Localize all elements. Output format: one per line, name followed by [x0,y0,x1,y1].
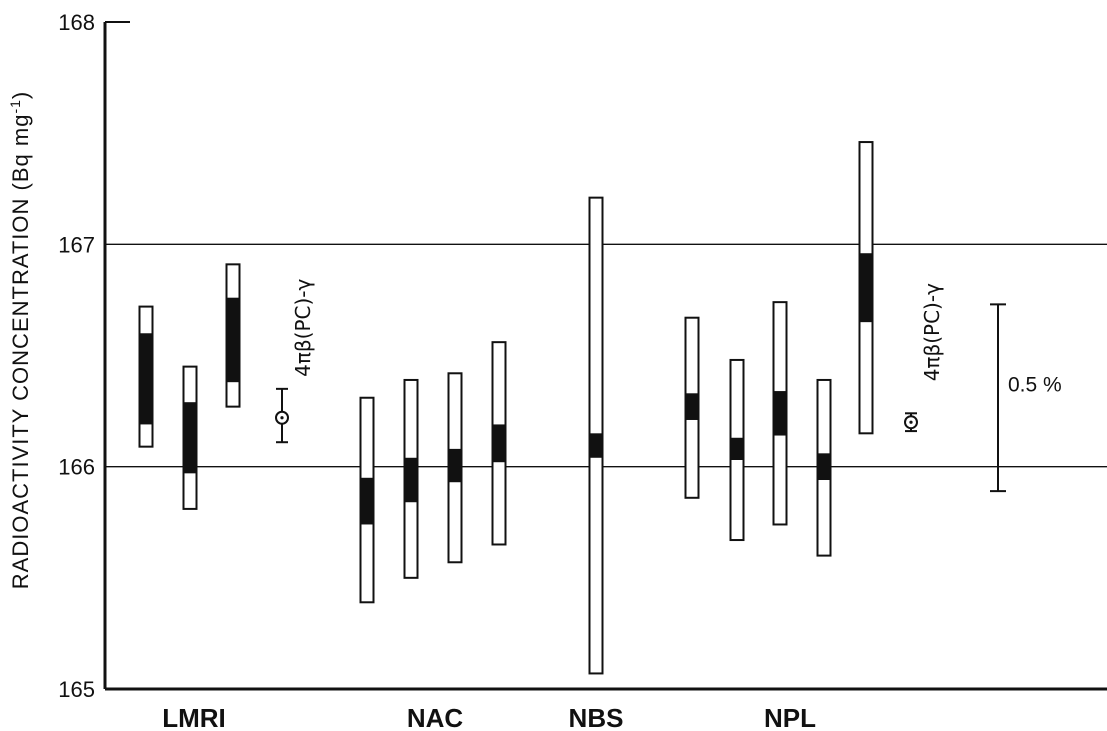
group-label: LMRI [162,703,226,731]
scale-bar-label: 0.5 % [1008,374,1062,397]
central-range [226,297,240,383]
group-label: NBS [569,703,624,731]
central-range [773,391,787,436]
y-tick-label: 166 [58,455,95,480]
y-tick-label: 168 [58,10,95,35]
central-range [404,457,418,503]
central-range [685,393,699,420]
central-range [448,448,462,483]
method-label: 4πβ(PC)-γ [291,278,315,376]
central-range [360,477,374,525]
y-tick-label: 165 [58,677,95,702]
central-range [859,253,873,323]
point-center [909,420,913,424]
y-axis-title: RADIOACTIVITY CONCENTRATION (Bq mg-1) [7,91,33,589]
central-range [183,402,197,474]
plot-area: 165 166 167 168 4πβ(PC)-γ LMRI NAC NBS 4πβ(PC)-γ… [58,10,1107,731]
point-center [280,416,284,420]
central-range [139,333,153,425]
method-label: 4πβ(PC)-γ [920,283,944,381]
group-label: NPL [764,703,816,731]
y-tick-label: 167 [58,232,95,257]
central-range [817,453,831,481]
group-label: NAC [407,703,464,731]
central-range [492,424,506,463]
central-range [589,433,603,458]
central-range [730,437,744,460]
